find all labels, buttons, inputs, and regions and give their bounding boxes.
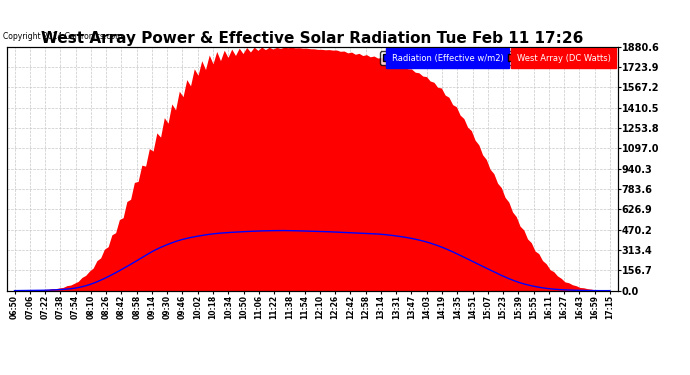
Legend: Radiation (Effective w/m2), West Array (DC Watts): Radiation (Effective w/m2), West Array (… — [380, 51, 613, 65]
Title: West Array Power & Effective Solar Radiation Tue Feb 11 17:26: West Array Power & Effective Solar Radia… — [41, 31, 584, 46]
Text: Copyright 2014 Cartronics.com: Copyright 2014 Cartronics.com — [3, 32, 123, 41]
